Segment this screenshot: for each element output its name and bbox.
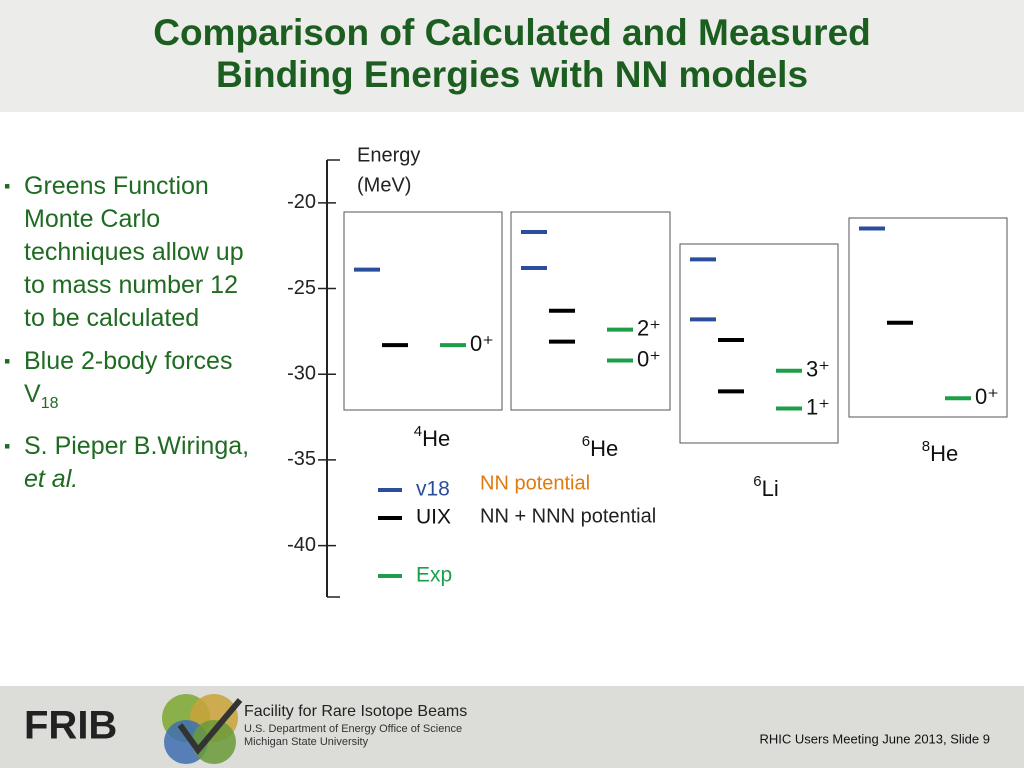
mass-number: 6 <box>582 433 590 450</box>
org: Facility for Rare Isotope Beams <box>244 703 467 720</box>
bullet: Blue 2-body forces V18 <box>4 345 262 420</box>
title-line: Comparison of Calculated and Measured <box>153 12 871 53</box>
spin-label: 2⁺ <box>637 315 661 340</box>
dept: U.S. Department of Energy Office of Scie… <box>244 723 462 735</box>
element-symbol: He <box>930 441 958 466</box>
legend-label: Exp <box>416 564 452 587</box>
mass-number: 6 <box>753 473 761 490</box>
y-tick-label: -20 <box>287 191 316 213</box>
logo-check <box>177 698 243 755</box>
bullet-text: S. Pieper B.Wiringa, <box>24 432 250 460</box>
axis-label: (MeV) <box>357 174 411 196</box>
y-tick-label: -40 <box>287 534 316 556</box>
nucleus-box <box>343 211 503 411</box>
legend-label: UIX <box>416 506 451 529</box>
nucleus-label: 4He <box>414 423 450 451</box>
element-symbol: He <box>422 426 450 451</box>
bullet-text: Greens Function Monte Carlo techniques a… <box>24 172 244 332</box>
nucleus-label: 6He <box>582 433 618 461</box>
bullet: Greens Function Monte Carlo techniques a… <box>4 170 262 335</box>
axis-label: Energy <box>357 144 420 166</box>
logo-circle <box>192 720 236 764</box>
spin-label: 0⁺ <box>637 346 661 371</box>
annotation: NN + NNN potential <box>480 505 656 527</box>
nucleus-box <box>848 217 1008 418</box>
legend-label: v18 <box>416 478 450 501</box>
mass-number: 8 <box>922 438 930 455</box>
bullet: S. Pieper B.Wiringa, et al. <box>4 430 262 496</box>
emphasis: et al. <box>24 465 79 493</box>
spin-label: 1⁺ <box>806 394 830 419</box>
mass-number: 4 <box>414 423 422 440</box>
bullet-list: Greens Function Monte Carlo techniques a… <box>4 170 262 506</box>
nucleus-box <box>510 211 671 411</box>
nucleus-label: 6Li <box>753 473 778 501</box>
y-tick-label: -35 <box>287 448 316 470</box>
slide-info: RHIC Users Meeting June 2013, Slide 9 <box>759 731 990 746</box>
spin-label: 0⁺ <box>470 331 494 356</box>
nucleus-box <box>679 243 839 444</box>
nucleus-label: 8He <box>922 438 958 466</box>
title-line: Binding Energies with NN models <box>215 54 809 95</box>
bullet-text: Blue 2-body forces V <box>24 347 233 408</box>
annotation: NN potential <box>480 472 590 494</box>
logo-text: FRIB <box>24 704 117 748</box>
spin-label: 0⁺ <box>975 384 999 409</box>
subscript: 18 <box>40 395 59 412</box>
univ: Michigan State University <box>244 736 369 748</box>
spin-label: 3⁺ <box>806 357 830 382</box>
element-symbol: Li <box>762 476 779 501</box>
element-symbol: He <box>590 436 618 461</box>
y-tick-label: -25 <box>287 277 316 299</box>
y-tick-label: -30 <box>287 362 316 384</box>
header: Comparison of Calculated and Measured Bi… <box>0 0 1024 112</box>
